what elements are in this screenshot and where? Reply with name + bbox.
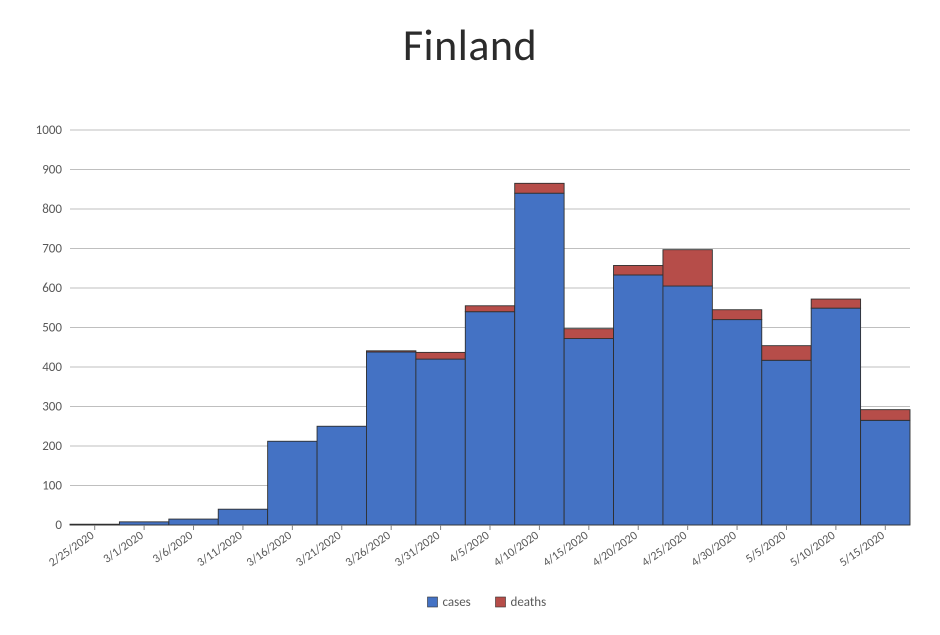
chart-svg: 0 100 200 300 400 500 600 700 800 900 1000 2/25/202… bbox=[20, 120, 920, 620]
bar-cases bbox=[268, 441, 317, 525]
bar-cases bbox=[366, 352, 415, 525]
bar-cases bbox=[762, 360, 811, 525]
bar-deaths bbox=[564, 329, 613, 339]
chart-title: Finland bbox=[0, 18, 940, 72]
x-tick-label: 4/10/2020 bbox=[491, 529, 541, 570]
y-tick-label: 1000 bbox=[36, 123, 63, 138]
x-tick-label: 3/21/2020 bbox=[294, 529, 344, 570]
bar-cases bbox=[119, 522, 168, 525]
bar-cases bbox=[218, 509, 267, 525]
bar-deaths bbox=[465, 306, 514, 312]
bar-cases bbox=[416, 359, 465, 525]
x-tick-label: 3/26/2020 bbox=[343, 529, 393, 570]
legend-label-deaths: deaths bbox=[511, 595, 547, 610]
x-tick-label: 4/5/2020 bbox=[447, 529, 493, 567]
y-tick-label: 800 bbox=[42, 202, 62, 217]
x-tick-label: 4/30/2020 bbox=[689, 529, 739, 570]
x-tick-label: 2/25/2020 bbox=[47, 529, 97, 570]
y-tick-label: 400 bbox=[42, 360, 62, 375]
x-tick-label: 5/10/2020 bbox=[788, 529, 838, 570]
y-tick-label: 500 bbox=[42, 321, 62, 336]
bar-deaths bbox=[515, 183, 564, 193]
x-tick-label: 5/5/2020 bbox=[743, 529, 789, 567]
x-tick-label: 5/15/2020 bbox=[837, 529, 887, 570]
bar-cases bbox=[317, 426, 366, 525]
y-tick-label: 600 bbox=[42, 281, 62, 296]
bar-cases bbox=[465, 312, 514, 525]
x-tick-label: 4/15/2020 bbox=[541, 529, 591, 570]
bar-deaths bbox=[663, 250, 712, 286]
y-tick-label: 700 bbox=[42, 242, 62, 257]
bar-cases bbox=[811, 308, 860, 525]
x-tick-label: 3/11/2020 bbox=[195, 529, 245, 570]
bar-deaths bbox=[811, 299, 860, 308]
bar-cases bbox=[70, 524, 119, 525]
y-tick-label: 300 bbox=[42, 400, 62, 415]
bar-cases bbox=[712, 320, 761, 525]
bar-deaths bbox=[762, 346, 811, 361]
x-tick-label: 3/31/2020 bbox=[392, 529, 442, 570]
bar-cases bbox=[861, 420, 910, 525]
bar-deaths bbox=[712, 310, 761, 320]
x-tick-label: 3/1/2020 bbox=[101, 529, 147, 567]
bar-cases bbox=[663, 286, 712, 525]
bar-deaths bbox=[416, 352, 465, 359]
y-tick-label: 200 bbox=[42, 439, 62, 454]
bar-cases bbox=[169, 519, 218, 525]
bar-cases bbox=[515, 193, 564, 525]
legend-label-cases: cases bbox=[443, 595, 471, 610]
page: Finland 0 100 200 300 400 500 600 700 800 900 1000… bbox=[0, 0, 940, 635]
bar-deaths bbox=[614, 265, 663, 274]
x-tick-label: 3/16/2020 bbox=[244, 529, 294, 570]
legend-swatch-deaths bbox=[496, 597, 506, 607]
chart-container: 0 100 200 300 400 500 600 700 800 900 1000 2/25/202… bbox=[20, 120, 920, 620]
y-tick-label: 0 bbox=[55, 518, 62, 533]
bar-cases bbox=[564, 339, 613, 525]
bar-cases bbox=[614, 275, 663, 525]
x-tick-label: 4/20/2020 bbox=[590, 529, 640, 570]
x-tick-label: 3/6/2020 bbox=[150, 529, 196, 567]
bar-deaths bbox=[366, 351, 415, 352]
legend-swatch-cases bbox=[428, 597, 438, 607]
x-tick-label: 4/25/2020 bbox=[639, 529, 689, 570]
y-tick-label: 100 bbox=[42, 479, 62, 494]
legend: cases deaths bbox=[428, 595, 547, 610]
bar-deaths bbox=[861, 410, 910, 421]
y-tick-label: 900 bbox=[42, 163, 62, 178]
